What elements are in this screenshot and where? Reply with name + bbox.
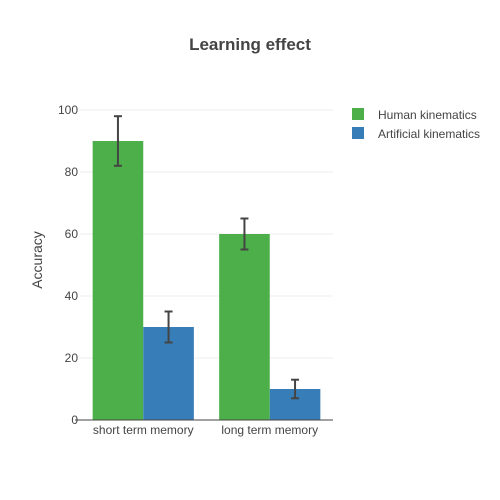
y-tick-label: 60 <box>65 227 79 241</box>
y-tick-label: 40 <box>65 289 79 303</box>
axes: 0 20 40 60 80 100 short term memory long term m… <box>58 103 333 437</box>
legend-label: Human kinematics <box>378 108 477 122</box>
y-tick-label: 20 <box>65 351 79 365</box>
y-tick-label: 100 <box>58 103 78 117</box>
legend-swatch <box>352 108 364 120</box>
bar-human-kinematics-1 <box>219 234 270 420</box>
error-bars <box>113 115 300 400</box>
legend: Human kinematics Artificial kinematics <box>352 108 480 141</box>
bars <box>92 141 321 420</box>
y-tick-label: 80 <box>65 165 79 179</box>
chart-title: Learning effect <box>189 35 311 54</box>
x-tick-label: long term memory <box>221 423 318 437</box>
bar-human-kinematics-0 <box>92 141 144 420</box>
x-tick-label: short term memory <box>93 423 194 437</box>
y-tick-label: 0 <box>71 413 78 427</box>
legend-label: Artificial kinematics <box>378 127 480 141</box>
legend-swatch <box>352 127 364 139</box>
y-axis-title: Accuracy <box>29 231 45 289</box>
